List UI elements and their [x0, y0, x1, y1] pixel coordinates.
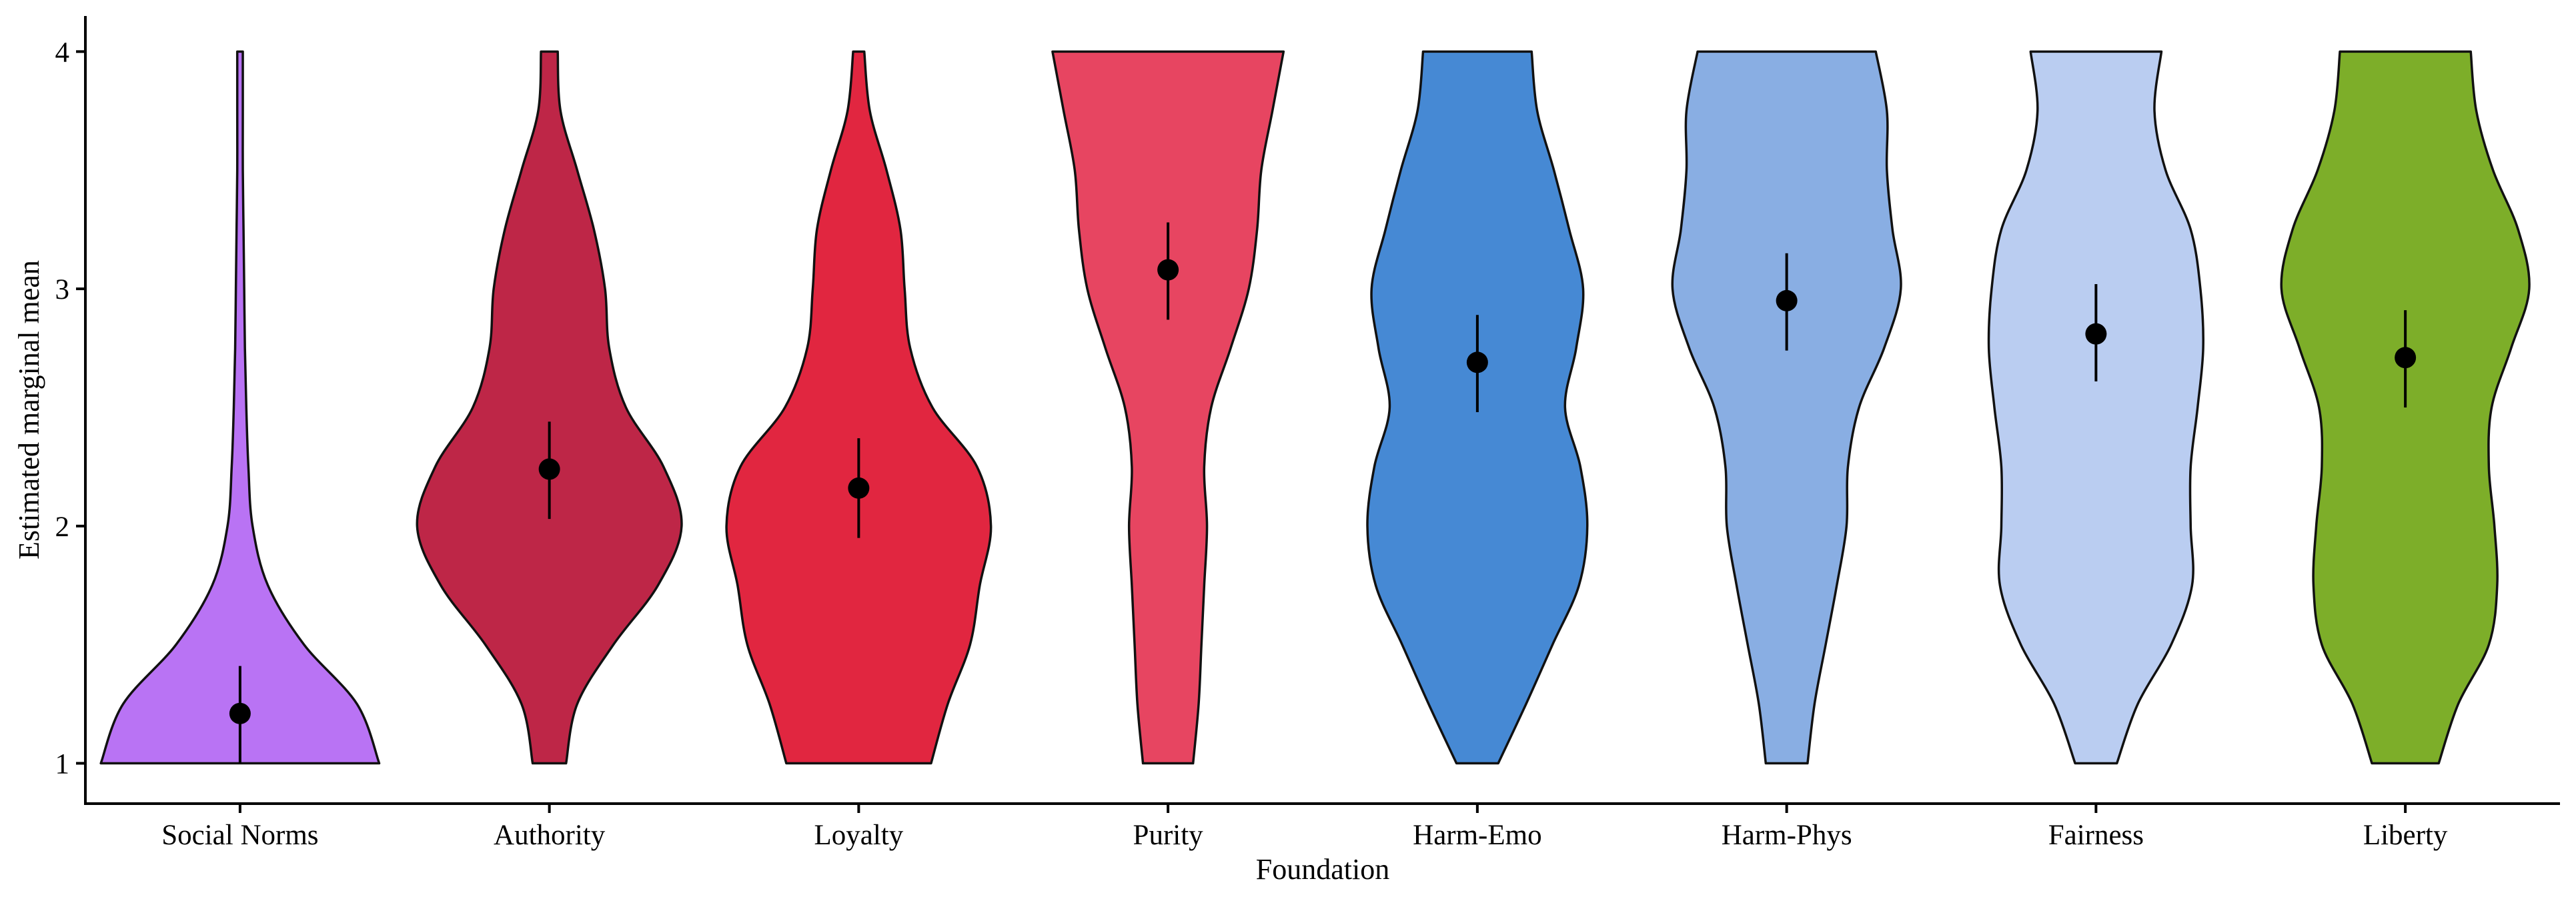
x-tick-label: Harm-Emo	[1413, 820, 1541, 851]
x-axis-title: Foundation	[1256, 853, 1389, 886]
violin-fairness	[1987, 50, 2204, 765]
x-tick-label: Harm-Phys	[1722, 820, 1852, 851]
axes-layer	[84, 16, 2560, 805]
x-tick-label: Authority	[494, 820, 606, 851]
y-axis-title: Estimated marginal mean	[13, 260, 45, 560]
y-tick-label: 2	[55, 512, 70, 543]
violin-liberty	[2280, 50, 2531, 765]
mean-point	[1466, 351, 1488, 373]
mean-point	[1776, 289, 1798, 311]
violin-loyalty	[725, 50, 993, 765]
y-tick-label: 1	[55, 749, 70, 780]
violin-purity	[1051, 50, 1285, 765]
mean-point	[2085, 323, 2107, 345]
y-ticks: 1 2 3 4	[55, 37, 85, 780]
x-ticks: Social Norms Authority Loyalty Purity Harm-E…	[161, 804, 2448, 851]
violin-social-norms	[99, 50, 381, 765]
x-tick-label: Liberty	[2363, 820, 2448, 851]
violin-harm-phys	[1671, 50, 1902, 765]
violins-layer	[99, 50, 2531, 765]
violin-authority	[416, 50, 683, 765]
y-tick-label: 3	[55, 274, 70, 305]
mean-point	[2395, 347, 2417, 369]
mean-point	[1157, 259, 1179, 281]
mean-point	[538, 458, 560, 480]
x-tick-label: Fairness	[2048, 820, 2144, 851]
y-tick-label: 4	[55, 37, 70, 68]
x-tick-label: Social Norms	[161, 820, 318, 851]
x-tick-label: Loyalty	[814, 820, 904, 851]
x-tick-label: Purity	[1133, 820, 1204, 851]
mean-point	[848, 477, 870, 499]
mean-point	[229, 702, 251, 724]
